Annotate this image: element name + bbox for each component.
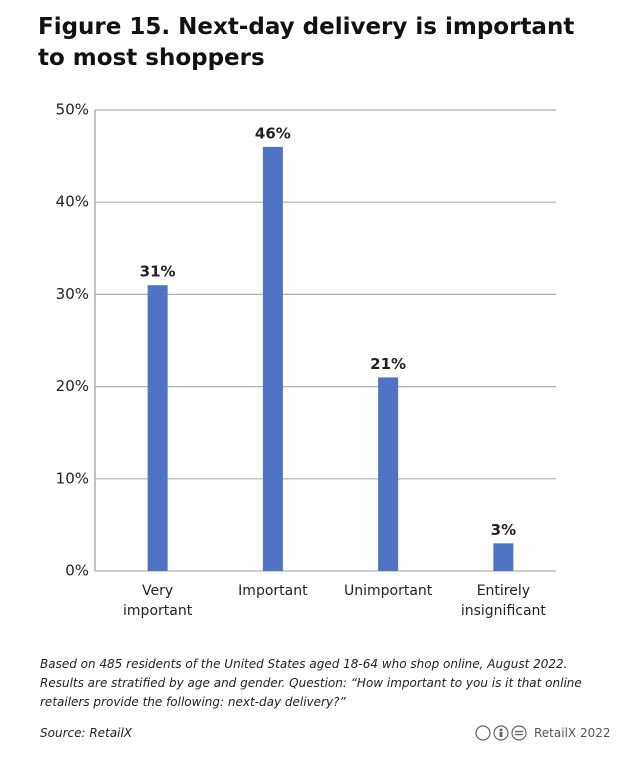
bar bbox=[493, 543, 514, 571]
chart-title: Figure 15. Next-day delivery is importan… bbox=[38, 14, 575, 71]
y-tick-label: 20% bbox=[56, 377, 89, 395]
x-tick-label: Important bbox=[238, 583, 308, 599]
credit-text: RetailX 2022 bbox=[534, 726, 611, 740]
value-label: 3% bbox=[491, 521, 516, 539]
y-tick-label: 10% bbox=[56, 469, 89, 487]
x-tick-label: Entirely insignificant bbox=[460, 583, 546, 619]
value-label: 46% bbox=[255, 124, 291, 142]
value-label: 31% bbox=[140, 263, 176, 281]
y-tick-label: 40% bbox=[56, 193, 89, 211]
bar bbox=[262, 146, 283, 571]
bar bbox=[378, 377, 399, 571]
value-label: 21% bbox=[370, 355, 406, 373]
credit: RetailX 2022 bbox=[475, 725, 610, 741]
y-tick-label: 50% bbox=[56, 101, 89, 119]
y-tick-label: 30% bbox=[56, 285, 89, 303]
x-tick-label: Unimportant bbox=[343, 583, 433, 599]
source: Source: RetailX bbox=[40, 726, 133, 740]
x-tick-label: Very important bbox=[123, 583, 193, 619]
y-tick-label: 0% bbox=[65, 562, 89, 580]
footnote: Based on 485 residents of the United Sta… bbox=[40, 657, 582, 709]
license-icons bbox=[475, 725, 527, 741]
bar bbox=[147, 285, 168, 571]
